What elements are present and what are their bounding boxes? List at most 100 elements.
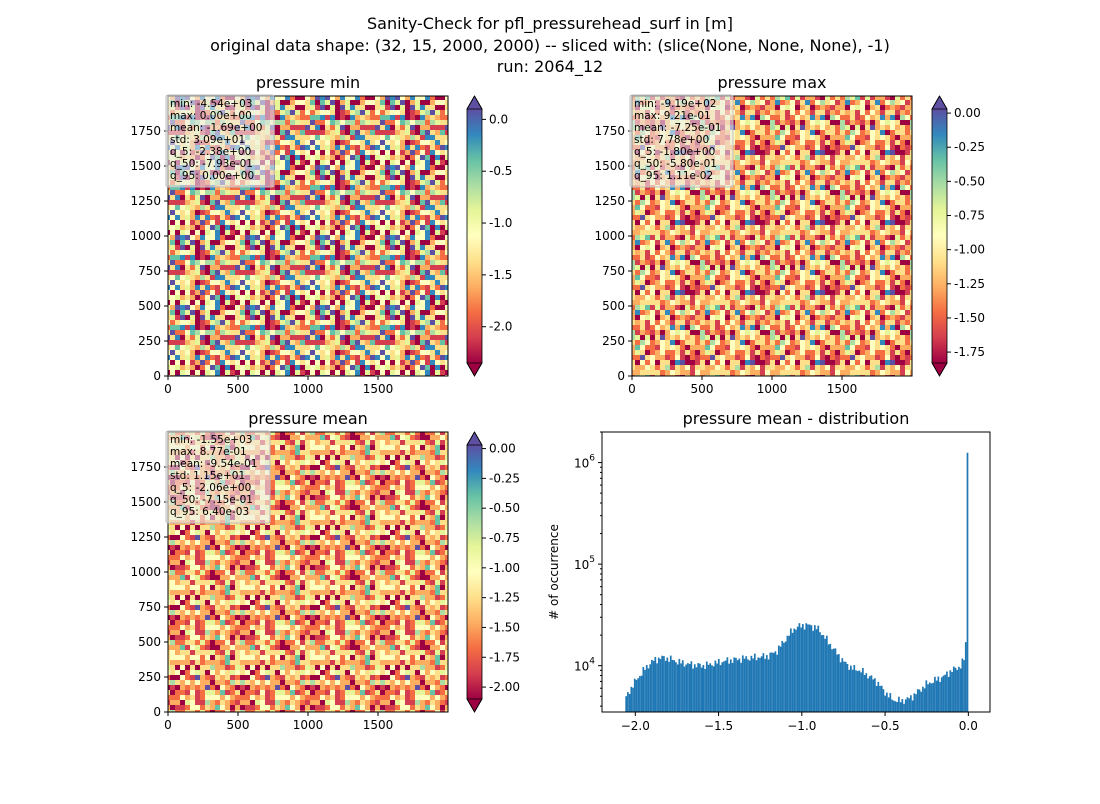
histogram-bar xyxy=(642,667,645,712)
histogram-bar xyxy=(723,661,725,712)
histogram-bar xyxy=(741,655,744,712)
histogram-bar xyxy=(716,663,718,712)
y-tick-label: 1250 xyxy=(130,530,161,544)
colorbar-tick-label: 0.00 xyxy=(489,442,516,456)
histogram-bar xyxy=(935,680,938,712)
colorbar-outline xyxy=(466,431,483,713)
histogram-bar xyxy=(946,671,948,712)
histogram-bar xyxy=(922,686,924,712)
histogram-bar xyxy=(829,643,832,712)
y-axis-pressure-max: 0 250 500 750 1000 1250 1500 1750 xyxy=(594,124,632,383)
histogram-bar xyxy=(666,657,669,712)
colorbar-tick-label: -1.75 xyxy=(954,345,985,359)
histogram-bar xyxy=(911,700,914,712)
histogram-bar xyxy=(807,624,809,712)
colorbar-tick-label: 0.00 xyxy=(954,106,981,120)
histogram-bar xyxy=(663,656,665,712)
histogram-bar xyxy=(808,624,811,712)
histogram-bar xyxy=(678,658,681,712)
histogram-bar xyxy=(951,672,953,712)
stat-q95: q_95: 0.00e+00 xyxy=(170,170,254,182)
histogram-bar xyxy=(644,669,646,712)
colorbar-outline xyxy=(466,95,483,377)
histogram-bar xyxy=(717,658,720,712)
y-tick-label: 1250 xyxy=(130,194,161,208)
histogram-bar xyxy=(726,657,729,712)
histogram-bar xyxy=(872,679,875,712)
y-tick-label: 750 xyxy=(602,264,625,278)
histogram-bar xyxy=(779,646,782,712)
x-tick-label: 0 xyxy=(164,382,172,396)
histogram-bar xyxy=(671,659,674,712)
histogram-bar xyxy=(880,685,883,712)
colorbar-gradient xyxy=(467,109,482,363)
histogram-bar xyxy=(745,656,748,712)
histogram-bar xyxy=(728,663,730,712)
colorbar-tick-label: -0.50 xyxy=(489,501,520,515)
colorbar-extend-max xyxy=(466,431,483,446)
histogram-bar xyxy=(640,675,643,712)
histogram-bar xyxy=(736,660,739,712)
histogram-bar xyxy=(954,667,957,712)
histogram-bar xyxy=(688,664,691,712)
histogram-bar xyxy=(654,657,657,712)
colorbar-tick-label: 0.0 xyxy=(489,112,508,126)
histogram-bar xyxy=(920,691,923,712)
histogram-bar xyxy=(891,699,893,712)
histogram-bar xyxy=(659,658,662,712)
histogram-bar xyxy=(867,678,869,712)
stat-q5: q_5: -2.06e+00 xyxy=(170,482,251,494)
figure-title-line-2: original data shape: (32, 15, 2000, 2000… xyxy=(210,36,890,55)
histogram-bar xyxy=(760,656,763,712)
histogram-bar xyxy=(928,682,931,712)
histogram-bar xyxy=(724,660,727,712)
histogram-bar xyxy=(735,657,737,712)
stat-max: max: 8.77e-01 xyxy=(170,446,247,458)
histogram-bar xyxy=(824,638,826,712)
histogram-bar xyxy=(817,625,820,712)
histogram-bar xyxy=(903,703,905,712)
stat-min: min: -4.54e+03 xyxy=(170,98,252,110)
histogram-bar xyxy=(846,663,849,712)
histogram-bar xyxy=(661,655,664,712)
histogram-bar xyxy=(863,674,866,712)
histogram-bar xyxy=(714,660,717,712)
stat-q95: q_95: 1.11e-02 xyxy=(634,170,713,182)
histogram-bar xyxy=(649,664,652,712)
histogram-bar xyxy=(822,635,825,712)
colorbar-tick-label: -0.25 xyxy=(489,471,520,485)
histogram-bar xyxy=(695,667,698,712)
x-axis-pressure-min: 0 500 1000 1500 xyxy=(164,376,393,396)
histogram-bar xyxy=(747,659,749,712)
histogram-bar xyxy=(651,659,653,712)
panel-title-pressure-min: pressure min xyxy=(256,73,360,92)
colorbar-tick-label: -1.50 xyxy=(954,311,985,325)
colorbar-tick-label: -0.5 xyxy=(489,164,512,178)
histogram-bar xyxy=(908,698,911,712)
y-tick-label: 750 xyxy=(138,600,161,614)
x-tick-label: 0 xyxy=(628,382,636,396)
histogram-bar xyxy=(889,693,892,712)
histogram-bar xyxy=(798,623,801,712)
histogram-bar xyxy=(729,659,732,712)
colorbar-tick-label: -1.0 xyxy=(489,216,512,230)
histogram-bar xyxy=(865,673,868,712)
histogram-bar xyxy=(819,632,821,712)
histogram-bar xyxy=(721,662,724,712)
histogram-bar xyxy=(685,664,688,712)
histogram-bar xyxy=(906,697,909,712)
histogram-bar xyxy=(673,660,676,712)
y-tick-label: 1750 xyxy=(130,460,161,474)
x-tick-label: 500 xyxy=(691,382,714,396)
histogram-bar xyxy=(898,696,900,712)
stat-q50: q_50: -7.15e-01 xyxy=(170,494,253,506)
y-tick-label: 500 xyxy=(138,635,161,649)
histogram-bar xyxy=(748,660,751,712)
histogram-bar xyxy=(656,663,658,712)
colorbar-tick-label: -0.50 xyxy=(954,174,985,188)
histogram-bar xyxy=(815,629,818,712)
colorbar-extend-min xyxy=(466,362,483,377)
histogram-bar xyxy=(862,667,864,712)
histogram-bar xyxy=(966,452,969,712)
